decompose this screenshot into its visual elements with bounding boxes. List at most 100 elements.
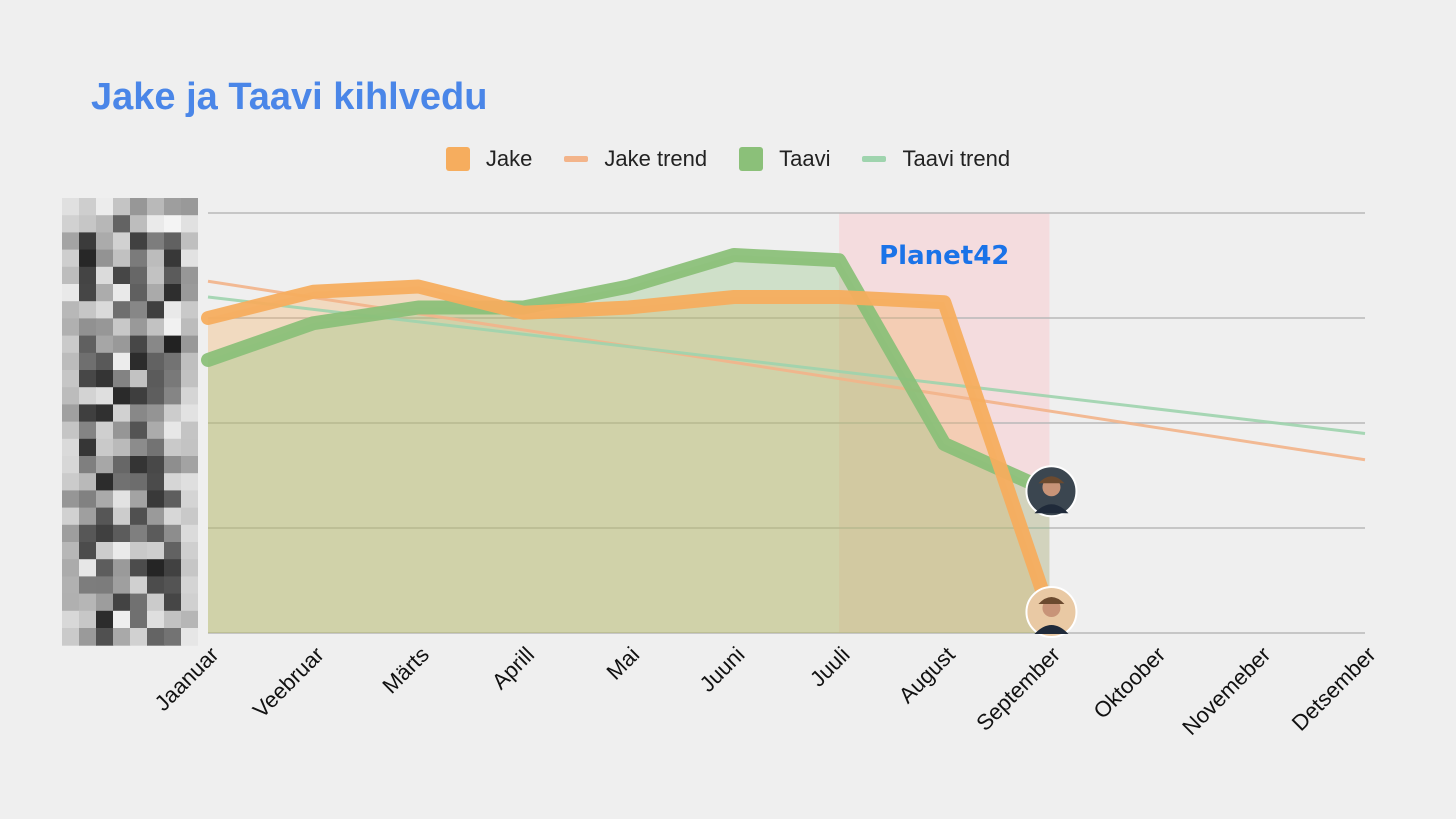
mosaic-cell: [62, 628, 80, 646]
mosaic-cell: [147, 232, 165, 251]
mosaic-cell: [79, 335, 97, 354]
mosaic-cell: [147, 542, 165, 560]
mosaic-cell: [79, 215, 97, 233]
mosaic-cell: [147, 370, 165, 388]
mosaic-cell: [130, 490, 148, 509]
avatar-hair: [1038, 476, 1065, 484]
mosaic-cell: [113, 249, 131, 268]
mosaic-cell: [130, 473, 148, 491]
mosaic-cell: [96, 335, 114, 354]
mosaic-cell: [113, 232, 131, 251]
mosaic-cell: [96, 610, 114, 629]
mosaic-cell: [113, 215, 131, 233]
mosaic-cell: [130, 249, 148, 268]
mosaic-cell: [113, 507, 131, 526]
x-tick-label: August: [894, 642, 960, 708]
mosaic-cell: [113, 301, 131, 319]
avatar-hair: [1038, 597, 1065, 604]
mosaic-cell: [96, 301, 114, 319]
mosaic-cell: [130, 301, 148, 319]
mosaic-cell: [181, 318, 198, 337]
mosaic-cell: [181, 593, 198, 612]
mosaic-cell: [62, 610, 80, 629]
mosaic-cell: [79, 456, 97, 474]
mosaic-cell: [62, 370, 80, 388]
mosaic-cell: [181, 524, 198, 543]
legend-label-jake: Jake: [485, 146, 533, 171]
mosaic-cell: [181, 335, 198, 354]
mosaic-cell: [147, 335, 165, 354]
mosaic-cell: [62, 249, 80, 268]
mosaic-cell: [147, 507, 165, 526]
legend-swatch-taavi: [739, 147, 764, 171]
mosaic-cell: [164, 559, 182, 577]
mosaic-cell: [130, 284, 148, 302]
mosaic-cell: [79, 628, 97, 646]
mosaic-cell: [96, 490, 114, 509]
mosaic-cell: [164, 318, 182, 337]
series-line-taavi: [201, 248, 1057, 499]
series-line-jake: [201, 279, 1057, 619]
mosaic-cell: [147, 559, 165, 577]
mosaic-cell: [113, 352, 131, 371]
mosaic-cell: [164, 387, 182, 405]
mosaic-cell: [147, 318, 165, 337]
mosaic-cell: [79, 370, 97, 388]
mosaic-cell: [181, 628, 198, 646]
mosaic-cell: [113, 266, 131, 285]
mosaic-cell: [130, 232, 148, 251]
mosaic-cell: [147, 198, 165, 216]
mosaic-cell: [164, 438, 182, 457]
mosaic-cell: [130, 318, 148, 337]
mosaic-cell: [147, 576, 165, 595]
mosaic-cell: [147, 524, 165, 543]
mosaic-cell: [130, 576, 148, 595]
mosaic-cell: [147, 249, 165, 268]
mosaic-cell: [164, 284, 182, 302]
legend-item-jake-trend: Jake trend: [564, 146, 707, 172]
mosaic-cell: [147, 421, 165, 440]
mosaic-cell: [62, 421, 80, 440]
mosaic-cell: [181, 438, 198, 457]
mosaic-cell: [79, 610, 97, 629]
mosaic-cell: [96, 215, 114, 233]
legend-item-taavi-trend: Taavi trend: [862, 146, 1010, 172]
mosaic-cell: [164, 215, 182, 233]
mosaic-cell: [113, 284, 131, 302]
mosaic-cell: [96, 507, 114, 526]
mosaic-cell: [164, 421, 182, 440]
mosaic-cell: [79, 490, 97, 509]
mosaic-cell: [147, 456, 165, 474]
mosaic-cell: [147, 284, 165, 302]
mosaic-cell: [164, 524, 182, 543]
mosaic-cell: [62, 456, 80, 474]
mosaic-cell: [96, 266, 114, 285]
mosaic-cell: [181, 473, 198, 491]
mosaic-cell: [181, 610, 198, 629]
avatar-taavi: [1025, 465, 1078, 518]
mosaic-cell: [79, 542, 97, 560]
mosaic-cell: [96, 524, 114, 543]
legend-item-jake: Jake: [445, 146, 533, 172]
mosaic-cell: [62, 593, 80, 612]
mosaic-cell: [130, 352, 148, 371]
x-tick-label: Oktoober: [1089, 642, 1171, 724]
mosaic-cell: [96, 559, 114, 577]
mosaic-cell: [181, 198, 198, 216]
mosaic-cell: [113, 593, 131, 612]
mosaic-cell: [62, 232, 80, 251]
mosaic-cell: [181, 249, 198, 268]
mosaic-cell: [62, 284, 80, 302]
mosaic-cell: [62, 352, 80, 371]
mosaic-cell: [130, 593, 148, 612]
mosaic-cell: [96, 352, 114, 371]
mosaic-cell: [113, 318, 131, 337]
mosaic-cell: [96, 542, 114, 560]
mosaic-cell: [96, 232, 114, 251]
mosaic-cell: [164, 456, 182, 474]
mosaic-cell: [130, 438, 148, 457]
mosaic-cell: [113, 610, 131, 629]
mosaic-cell: [130, 387, 148, 405]
mosaic-cell: [62, 404, 80, 423]
avatar-body: [1034, 504, 1069, 514]
